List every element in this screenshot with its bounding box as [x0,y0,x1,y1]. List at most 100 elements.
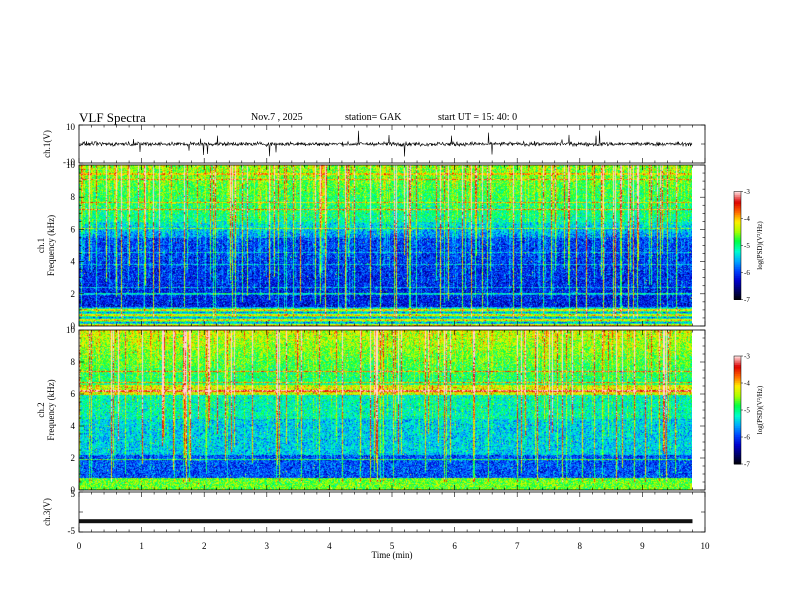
ch1-spec-colorbar-cell [734,252,741,255]
date-label: Nov.7 , 2025 [251,112,303,123]
ch2-spec-colorbar-cell [734,437,741,440]
ch1-spec-colorbar-cell [734,274,741,277]
ch1-spec-colorbar-tick-label: -4 [744,215,750,223]
ch1-wave-ytick-label-bottom: -10 [63,157,75,167]
ch1-spec-colorbar-cell [734,261,741,264]
ch2-spec-colorbar-cell [734,365,741,368]
ch2-spec-colorbar-cell [734,395,741,398]
ch2-spec-ytick-label: 4 [71,421,76,431]
ch2-spec-colorbar-cell [734,420,741,424]
ch2-spec-colorbar-cell [734,399,741,402]
ch2-spec-colorbar-cell [734,446,741,449]
ch1-spec-ytick-label: 10 [66,160,76,170]
ch1-spec-colorbar-cell [734,297,741,300]
ch1-spec-colorbar-cell [734,193,741,196]
ch1-spec-ytick-label: 8 [71,192,76,202]
ch1-spec-colorbar-cell [734,279,741,282]
ch1-wave-ytick-label-top: 10 [66,122,76,132]
ch3-wave-ytick-label-top: 5 [71,489,76,499]
ch2-spec-colorbar-cell [734,397,741,400]
ch1-spec-colorbar-cell [734,225,741,228]
x-tick-label: 9 [640,541,645,551]
ch2-spec-colorbar-cell [734,426,741,429]
ch1-spec-colorbar-cell [734,241,741,245]
ch1-spec-ylabel-channel: ch.1 [36,238,46,253]
start-ut-label: start UT = 15: 40: 0 [438,112,518,123]
x-tick-label: 1 [139,541,144,551]
x-tick-label: 5 [390,541,395,551]
ch2-spec-colorbar-cell [734,419,741,422]
ch1-spec-ytick-label: 4 [71,257,76,267]
ch2-spec-colorbar-cell [734,357,741,361]
ch1-spec-colorbar-cell [734,270,741,273]
ch2-spec-colorbar-cell [734,438,741,442]
ch1-spec-colorbar-tick-label: -7 [744,296,750,304]
ch1-spec-colorbar-cell [734,258,741,261]
ch2-spec-colorbar-tick-label: -6 [744,434,750,442]
ch3-wave-ytick-label-bottom: -5 [68,526,76,536]
x-tick-label: 10 [701,541,711,551]
ch2-spec-colorbar-cell [734,356,741,359]
ch1-spec-colorbar-cell [734,222,741,225]
ch2-spec-colorbar-cell [734,390,741,393]
plot-title: VLF Spectra [79,110,146,125]
ch1-spec-colorbar-cell [734,286,741,290]
ch1-spec-colorbar-cell [734,295,741,299]
ch2-spec-ytick-label: 8 [71,357,76,367]
ch2-spec-colorbar-cell [734,422,741,425]
ch1-spec-colorbar-cell [734,259,741,263]
ch2-spec-colorbar-cell [734,370,741,373]
ch1-spec-colorbar-cell [734,254,741,257]
ch2-spec-ytick-label: 6 [71,389,76,399]
ch2-spec-colorbar-cell [734,379,741,382]
ch1-spec-colorbar-cell [734,207,741,210]
ch1-spec-colorbar-cell [734,288,741,291]
ch1-spec-colorbar-cell [734,250,741,254]
x-tick-label: 4 [327,541,332,551]
ch2-spec-colorbar-cell [734,392,741,395]
ch1-spec-image [79,165,692,326]
ch1-spec-colorbar-tick-label: -3 [744,188,750,196]
ch1-spec-colorbar-cell [734,214,741,218]
ch2-spec-colorbar-cell [734,451,741,454]
ch2-spec-colorbar-cell [734,374,741,377]
ch2-spec-colorbar-cell [734,435,741,438]
ch2-spec-colorbar-cell [734,458,741,461]
ch2-spec-colorbar-cell [734,453,741,456]
ch1-wave-ylabel: ch.1(V) [42,130,52,158]
x-tick-label: 2 [202,541,207,551]
ch1-spec-colorbar-cell [734,290,741,293]
ch1-spec-colorbar-cell [734,249,741,252]
ch2-spec-colorbar-cell [734,368,741,371]
ch2-spec-colorbar-tick-label: -5 [744,407,750,415]
ch2-spec-ylabel: Frequency (kHz) [46,379,56,440]
ch2-spec-colorbar-cell [734,410,741,413]
ch3-waveform-trace [79,519,693,524]
ch1-spec-colorbar-cell [734,196,741,200]
ch1-spec-colorbar-cell [734,285,741,288]
ch2-spec-colorbar-cell [734,442,741,445]
ch1-spec-colorbar-cell [734,294,741,297]
x-tick-label: 0 [77,541,82,551]
ch2-spec-colorbar-cell [734,440,741,443]
ch2-spec-colorbar-cell [734,417,741,420]
ch2-spec-colorbar-tick-label: -7 [744,461,750,469]
ch1-spec-colorbar-cell [734,211,741,214]
ch2-spec-colorbar-cell [734,447,741,451]
ch1-spec-colorbar-cell [734,205,741,209]
ch2-spec-colorbar-cell [734,455,741,458]
ch2-spec-colorbar-cell [734,372,741,375]
x-tick-label: 6 [452,541,457,551]
ch2-spec-colorbar-cell [734,449,741,452]
ch2-spec-colorbar-cell [734,462,741,465]
ch1-spec-colorbar-tick-label: -5 [744,242,750,250]
ch1-spec-ytick-label: 0 [71,321,76,331]
ch1-spec-colorbar-label: log(PSD)(V²/Hz) [756,221,764,270]
ch1-spec-colorbar-cell [734,283,741,286]
ch1-spec-colorbar-cell [734,245,741,248]
ch1-spec-colorbar-cell [734,216,741,219]
ch3-wave-ylabel: ch.3(V) [42,498,52,526]
ch2-spec-colorbar-cell [734,406,741,409]
ch2-spec-colorbar-cell [734,444,741,447]
